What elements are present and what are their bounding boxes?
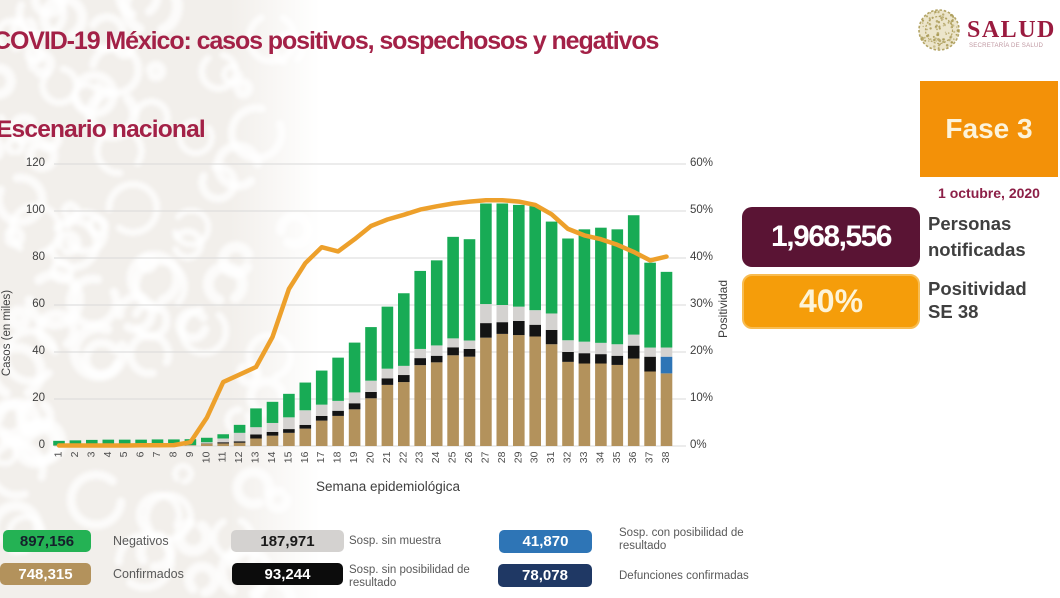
svg-text:50%: 50% bbox=[690, 204, 713, 216]
svg-text:Semana epidemiológica: Semana epidemiológica bbox=[316, 479, 461, 494]
svg-text:80: 80 bbox=[32, 251, 45, 263]
svg-text:37: 37 bbox=[644, 451, 656, 463]
svg-text:32: 32 bbox=[562, 451, 574, 463]
svg-text:28: 28 bbox=[496, 451, 508, 463]
svg-text:18: 18 bbox=[332, 451, 344, 463]
svg-text:11: 11 bbox=[217, 451, 229, 462]
svg-text:26: 26 bbox=[463, 451, 475, 463]
svg-text:3: 3 bbox=[85, 451, 97, 457]
svg-text:40: 40 bbox=[32, 345, 45, 357]
svg-text:25: 25 bbox=[447, 451, 459, 463]
svg-text:20%: 20% bbox=[690, 345, 713, 357]
svg-text:21: 21 bbox=[381, 451, 393, 463]
svg-text:36: 36 bbox=[627, 451, 639, 463]
svg-text:20: 20 bbox=[365, 451, 377, 463]
svg-text:23: 23 bbox=[414, 451, 426, 463]
svg-text:12: 12 bbox=[233, 451, 245, 463]
svg-text:100: 100 bbox=[26, 204, 45, 216]
svg-text:4: 4 bbox=[102, 451, 114, 457]
svg-text:14: 14 bbox=[266, 451, 278, 463]
svg-text:40%: 40% bbox=[690, 251, 713, 263]
svg-text:27: 27 bbox=[479, 451, 491, 463]
svg-text:35: 35 bbox=[611, 451, 623, 463]
svg-text:29: 29 bbox=[512, 451, 524, 463]
svg-text:60%: 60% bbox=[690, 157, 713, 169]
svg-text:31: 31 bbox=[545, 451, 557, 463]
svg-text:8: 8 bbox=[167, 451, 179, 457]
svg-text:33: 33 bbox=[578, 451, 590, 463]
svg-text:13: 13 bbox=[250, 451, 262, 463]
svg-text:10: 10 bbox=[200, 451, 212, 463]
svg-text:0%: 0% bbox=[690, 439, 707, 451]
svg-text:Casos (en miles): Casos (en miles) bbox=[1, 290, 13, 376]
svg-text:6: 6 bbox=[135, 451, 147, 457]
svg-text:22: 22 bbox=[397, 451, 409, 463]
svg-text:38: 38 bbox=[660, 451, 672, 463]
svg-text:24: 24 bbox=[430, 451, 442, 463]
svg-text:17: 17 bbox=[315, 451, 327, 463]
svg-text:20: 20 bbox=[32, 392, 45, 404]
svg-text:5: 5 bbox=[118, 451, 130, 457]
svg-text:15: 15 bbox=[282, 451, 294, 463]
svg-text:1: 1 bbox=[53, 451, 65, 457]
svg-text:9: 9 bbox=[184, 451, 196, 457]
svg-text:2: 2 bbox=[69, 451, 81, 457]
svg-text:34: 34 bbox=[594, 451, 606, 463]
svg-text:60: 60 bbox=[32, 298, 45, 310]
svg-text:10%: 10% bbox=[690, 392, 713, 404]
svg-text:120: 120 bbox=[26, 157, 45, 169]
svg-text:19: 19 bbox=[348, 451, 360, 463]
svg-text:7: 7 bbox=[151, 451, 163, 457]
svg-text:0: 0 bbox=[39, 439, 45, 451]
svg-text:16: 16 bbox=[299, 451, 311, 463]
svg-text:30: 30 bbox=[529, 451, 541, 463]
svg-text:30%: 30% bbox=[690, 298, 713, 310]
